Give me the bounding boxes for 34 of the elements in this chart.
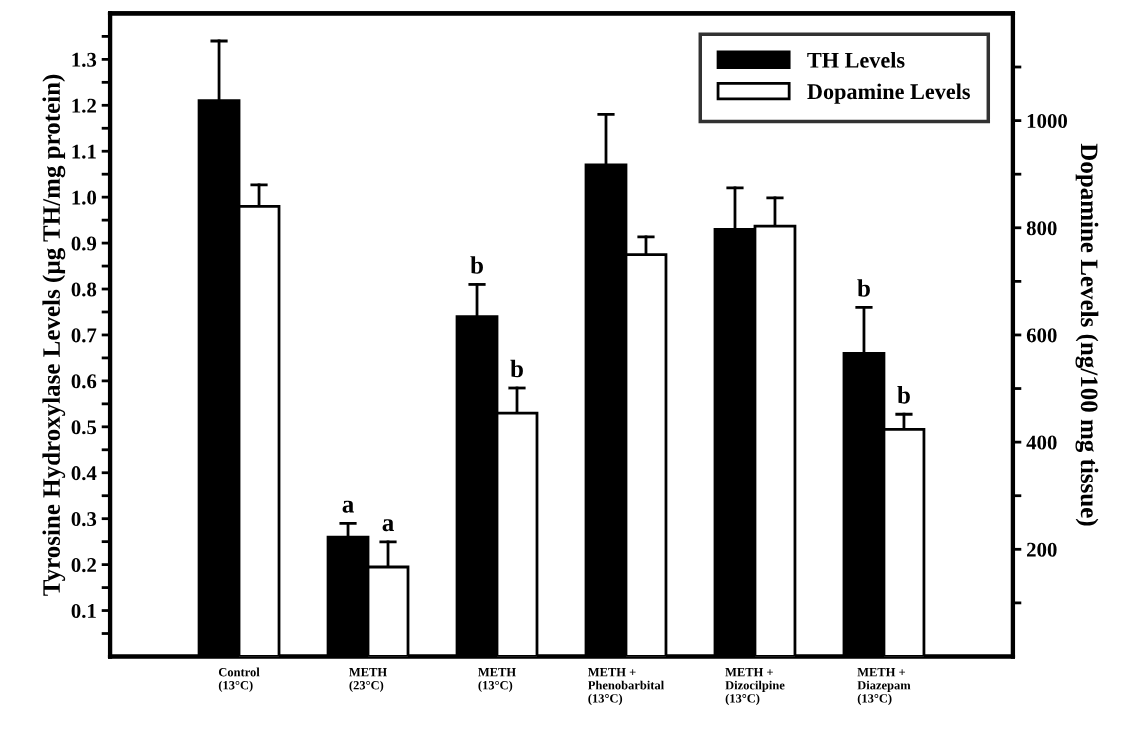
x-tick-label: METH (23°C)	[349, 668, 387, 692]
y-tick-label: 1.2	[72, 98, 96, 113]
y2-tick-label: 1000	[1027, 113, 1068, 129]
data-label: a	[342, 500, 354, 513]
y-axis-title: Tyrosine Hydroxylase Levels (µg TH/mg protein)	[42, 74, 66, 596]
y-tick-label: 0.8	[71, 282, 97, 297]
y-tick-label: 0.5	[71, 420, 97, 435]
y-tick-label: 0.9	[71, 236, 97, 251]
x-tick-label: METH + Diazepam (13°C)	[857, 668, 911, 706]
y2-tick-label: 600	[1026, 328, 1057, 343]
x-tick-label: METH + Phenobarbital (13°C)	[588, 668, 664, 706]
y-tick-label: 1.0	[72, 190, 97, 205]
y2-tick-label: 800	[1026, 221, 1057, 236]
y-tick-label: 0.4	[71, 466, 97, 481]
y-tick-label: 0.3	[71, 512, 97, 527]
y2-tick-label: 400	[1026, 435, 1057, 450]
data-label: b	[897, 386, 910, 404]
y2-tick-label: 200	[1027, 542, 1057, 557]
x-tick-label: Control (13°C)	[218, 667, 260, 692]
y-tick-label: 1.1	[72, 144, 96, 159]
data-label: b	[510, 359, 523, 378]
legend-label: Dopamine Levels	[807, 83, 970, 104]
y2-axis-title: Dopamine Levels (ng/100 mg tissue)	[1075, 143, 1099, 526]
data-label: b	[470, 256, 483, 274]
y-tick-label: 1.3	[72, 52, 97, 67]
data-label: a	[382, 519, 394, 532]
legend-label: TH Levels	[807, 52, 905, 68]
y-tick-label: 0.6	[71, 374, 97, 389]
y-tick-label: 0.1	[71, 603, 96, 619]
data-label: b	[857, 279, 870, 297]
y-tick-label: 0.2	[71, 557, 96, 573]
x-tick-label: METH (13°C)	[478, 668, 516, 692]
x-tick-label: METH + Dizocilpine (13°C)	[725, 668, 785, 706]
y-tick-label: 0.7	[71, 328, 97, 343]
